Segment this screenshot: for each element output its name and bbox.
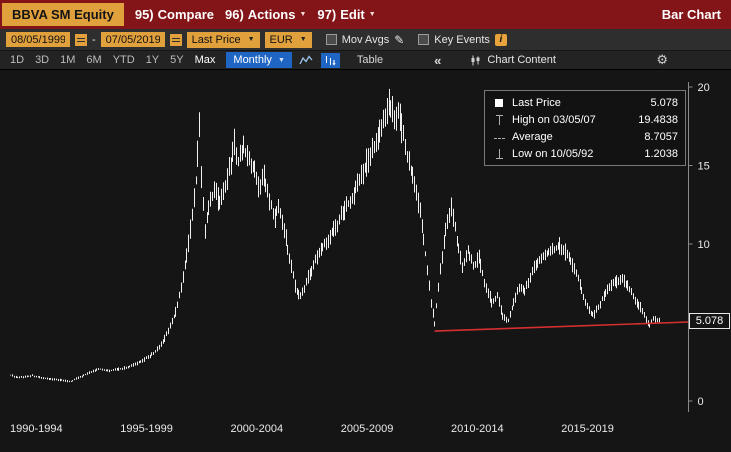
study-select-value: Last Price xyxy=(191,33,241,46)
range-max-button[interactable]: Max xyxy=(190,53,221,67)
key-events-label: Key Events xyxy=(434,33,490,46)
chart-area: 201510501990-19941995-19992000-20042005-… xyxy=(0,70,731,452)
chevron-down-icon: ▼ xyxy=(299,11,307,18)
svg-text:2005-2009: 2005-2009 xyxy=(341,423,394,435)
svg-text:1990-1994: 1990-1994 xyxy=(10,423,63,435)
edit-menu-number: 97) xyxy=(317,7,337,22)
legend-value: 5.078 xyxy=(650,96,678,109)
currency-select[interactable]: EUR ▼ xyxy=(264,31,312,48)
svg-text:2000-2004: 2000-2004 xyxy=(231,423,284,435)
settings-toolbar: - Last Price ▼ EUR ▼ Mov Avgs ✎ Key Even… xyxy=(0,29,731,51)
range-ytd-button[interactable]: YTD xyxy=(108,53,140,67)
chart-content-label: Chart Content xyxy=(487,54,556,66)
gear-icon[interactable]: ⚙ xyxy=(656,52,668,67)
legend-label: Last Price xyxy=(512,96,561,109)
average-marker-icon xyxy=(493,134,505,139)
compare-menu-item[interactable]: 95) Compare xyxy=(135,7,214,22)
calendar-icon[interactable] xyxy=(75,33,87,46)
chart-content-button[interactable]: Chart Content xyxy=(470,54,556,66)
security-field[interactable]: BBVA SM Equity xyxy=(2,3,124,26)
chevron-down-icon: ▼ xyxy=(277,56,285,64)
legend-label: High on 03/05/07 xyxy=(512,113,596,126)
actions-menu-label: Actions xyxy=(247,7,296,22)
legend-value: 19.4838 xyxy=(638,113,678,126)
calendar-icon[interactable] xyxy=(169,33,182,46)
table-button[interactable]: Table xyxy=(356,54,384,66)
candlestick-icon xyxy=(471,55,480,65)
end-date-input[interactable] xyxy=(100,32,165,47)
collapse-chevrons-icon[interactable]: « xyxy=(434,52,442,68)
range-1m-button[interactable]: 1M xyxy=(55,53,80,67)
compare-menu-label: Compare xyxy=(157,7,214,22)
svg-text:0: 0 xyxy=(698,396,704,408)
frequency-select-value: Monthly xyxy=(233,54,272,66)
chart-legend: Last Price 5.078 High on 03/05/07 19.483… xyxy=(484,90,686,166)
actions-menu-number: 96) xyxy=(225,7,244,22)
range-1y-button[interactable]: 1Y xyxy=(141,53,164,67)
legend-value: 8.7057 xyxy=(644,130,678,143)
range-5y-button[interactable]: 5Y xyxy=(165,53,188,67)
range-6m-button[interactable]: 6M xyxy=(81,53,106,67)
start-date-input[interactable] xyxy=(6,32,70,47)
period-toolbar: 1D 3D 1M 6M YTD 1Y 5Y Max Monthly ▼ Tabl… xyxy=(0,51,731,70)
title-bar: BBVA SM Equity 95) Compare 96) Actions ▼… xyxy=(0,0,731,29)
range-1d-button[interactable]: 1D xyxy=(5,53,29,67)
high-marker-icon xyxy=(495,114,503,125)
last-price-marker-icon xyxy=(495,98,503,107)
price-chart[interactable]: 201510501990-19941995-19992000-20042005-… xyxy=(0,70,731,452)
key-events-checkbox[interactable] xyxy=(418,34,430,45)
edit-menu-label: Edit xyxy=(340,7,365,22)
last-price-axis-tag: 5.078 xyxy=(689,313,730,329)
mov-avgs-label: Mov Avgs xyxy=(341,33,390,46)
actions-menu-item[interactable]: 96) Actions ▼ xyxy=(225,7,306,22)
ohlc-bar-chart-toggle-icon[interactable] xyxy=(320,52,340,68)
function-title: Bar Chart xyxy=(661,7,721,22)
chevron-down-icon: ▼ xyxy=(368,11,376,18)
frequency-select[interactable]: Monthly ▼ xyxy=(226,52,292,68)
svg-text:10: 10 xyxy=(698,239,710,251)
legend-row-last-price: Last Price 5.078 xyxy=(492,94,678,111)
legend-row-high: High on 03/05/07 19.4838 xyxy=(492,111,678,128)
legend-value: 1.2038 xyxy=(644,147,678,160)
legend-row-low: Low on 10/05/92 1.2038 xyxy=(492,145,678,162)
chevron-down-icon: ▼ xyxy=(299,36,307,43)
legend-label: Low on 10/05/92 xyxy=(512,147,594,160)
edit-menu-item[interactable]: 97) Edit ▼ xyxy=(317,7,375,22)
chevron-down-icon: ▼ xyxy=(247,36,255,43)
compare-menu-number: 95) xyxy=(134,7,154,22)
svg-text:2010-2014: 2010-2014 xyxy=(451,423,504,435)
info-icon[interactable]: i xyxy=(494,33,507,46)
low-marker-icon xyxy=(495,148,503,159)
mov-avgs-checkbox[interactable] xyxy=(325,34,337,45)
legend-label: Average xyxy=(512,130,553,143)
legend-row-average: Average 8.7057 xyxy=(492,128,678,145)
range-3d-button[interactable]: 3D xyxy=(30,53,54,67)
svg-text:15: 15 xyxy=(698,161,710,173)
svg-text:2015-2019: 2015-2019 xyxy=(561,423,614,435)
svg-text:20: 20 xyxy=(698,82,710,94)
currency-select-value: EUR xyxy=(269,33,293,46)
study-select[interactable]: Last Price ▼ xyxy=(186,31,260,48)
pencil-icon[interactable]: ✎ xyxy=(394,32,405,47)
svg-text:1995-1999: 1995-1999 xyxy=(120,423,173,435)
date-range-separator: - xyxy=(92,33,96,46)
line-chart-icon[interactable] xyxy=(297,53,316,68)
